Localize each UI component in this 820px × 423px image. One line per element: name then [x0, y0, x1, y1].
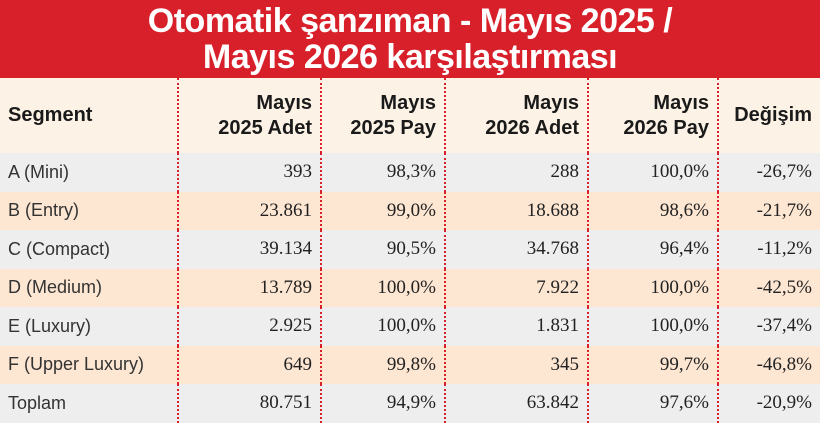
cell-may-2026-share: 96,4% — [587, 230, 718, 269]
title-line-1: Otomatik şanzıman - Mayıs 2025 / — [147, 2, 673, 40]
table-row: F (Upper Luxury) 649 99,8% 345 99,7% -46,8% — [0, 345, 820, 384]
table-title: Otomatik şanzıman - Mayıs 2025 / Mayıs 2… — [0, 0, 820, 78]
header-may-2025-share: Mayıs 2025 Pay — [320, 78, 445, 153]
cell-may-2025-share: 98,3% — [320, 153, 445, 192]
table-row: E (Luxury) 2.925 100,0% 1.831 100,0% -37,4% — [0, 307, 820, 346]
cell-may-2025-units: 23.861 — [177, 191, 321, 230]
cell-change: -42,5% — [717, 268, 820, 307]
cell-may-2026-units: 345 — [444, 345, 588, 384]
cell-segment: Toplam — [8, 392, 67, 413]
cell-may-2026-units: 1.831 — [444, 307, 588, 346]
cell-may-2025-units: 39.134 — [177, 230, 321, 269]
cell-change: -46,8% — [717, 345, 820, 384]
cell-may-2026-units: 63.842 — [444, 384, 588, 423]
cell-may-2025-units: 649 — [177, 345, 321, 384]
cell-change: -11,2% — [717, 230, 820, 269]
cell-may-2025-units: 2.925 — [177, 307, 321, 346]
header-may-2025-units: Mayıs 2025 Adet — [177, 78, 321, 153]
cell-may-2026-share: 99,7% — [587, 345, 718, 384]
cell-may-2026-units: 288 — [444, 153, 588, 192]
header-may-2026-units: Mayıs 2026 Adet — [444, 78, 588, 153]
cell-may-2025-share: 99,0% — [320, 191, 445, 230]
cell-may-2025-units: 80.751 — [177, 384, 321, 423]
cell-segment: B (Entry) — [8, 200, 80, 221]
cell-may-2025-share: 94,9% — [320, 384, 445, 423]
comparison-table: Segment Mayıs 2025 Adet Mayıs 2025 Pay May… — [0, 78, 820, 423]
header-change: Değişim — [717, 78, 820, 153]
cell-segment: F (Upper Luxury) — [8, 354, 145, 375]
cell-segment: E (Luxury) — [8, 315, 92, 336]
cell-may-2025-units: 393 — [177, 153, 321, 192]
header-segment: Segment — [8, 104, 93, 126]
cell-may-2025-share: 90,5% — [320, 230, 445, 269]
cell-change: -20,9% — [717, 384, 820, 423]
cell-segment: D (Medium) — [8, 277, 103, 298]
cell-may-2025-share: 100,0% — [320, 268, 445, 307]
cell-segment: A (Mini) — [8, 161, 70, 182]
cell-may-2025-units: 13.789 — [177, 268, 321, 307]
cell-may-2026-share: 100,0% — [587, 153, 718, 192]
header-may-2026-share: Mayıs 2026 Pay — [587, 78, 718, 153]
table-body: A (Mini) 393 98,3% 288 100,0% -26,7% B (Entry)… — [0, 153, 820, 423]
header-row: Segment Mayıs 2025 Adet Mayıs 2025 Pay May… — [0, 78, 820, 153]
table-row: D (Medium) 13.789 100,0% 7.922 100,0% -42,5% — [0, 268, 820, 307]
cell-may-2026-units: 18.688 — [444, 191, 588, 230]
cell-may-2026-units: 7.922 — [444, 268, 588, 307]
cell-may-2025-share: 100,0% — [320, 307, 445, 346]
cell-may-2026-units: 34.768 — [444, 230, 588, 269]
cell-change: -26,7% — [717, 153, 820, 192]
title-line-2: Mayıs 2026 karşılaştırması — [202, 38, 618, 76]
table-row: A (Mini) 393 98,3% 288 100,0% -26,7% — [0, 153, 820, 192]
table-row-total: Toplam 80.751 94,9% 63.842 97,6% -20,9% — [0, 384, 820, 423]
cell-may-2026-share: 100,0% — [587, 268, 718, 307]
cell-may-2026-share: 98,6% — [587, 191, 718, 230]
cell-may-2025-share: 99,8% — [320, 345, 445, 384]
cell-segment: C (Compact) — [8, 238, 111, 259]
table-row: C (Compact) 39.134 90,5% 34.768 96,4% -11,2% — [0, 230, 820, 269]
table-row: B (Entry) 23.861 99,0% 18.688 98,6% -21,7% — [0, 191, 820, 230]
table-header: Segment Mayıs 2025 Adet Mayıs 2025 Pay May… — [0, 78, 820, 153]
cell-change: -21,7% — [717, 191, 820, 230]
cell-change: -37,4% — [717, 307, 820, 346]
cell-may-2026-share: 100,0% — [587, 307, 718, 346]
cell-may-2026-share: 97,6% — [587, 384, 718, 423]
